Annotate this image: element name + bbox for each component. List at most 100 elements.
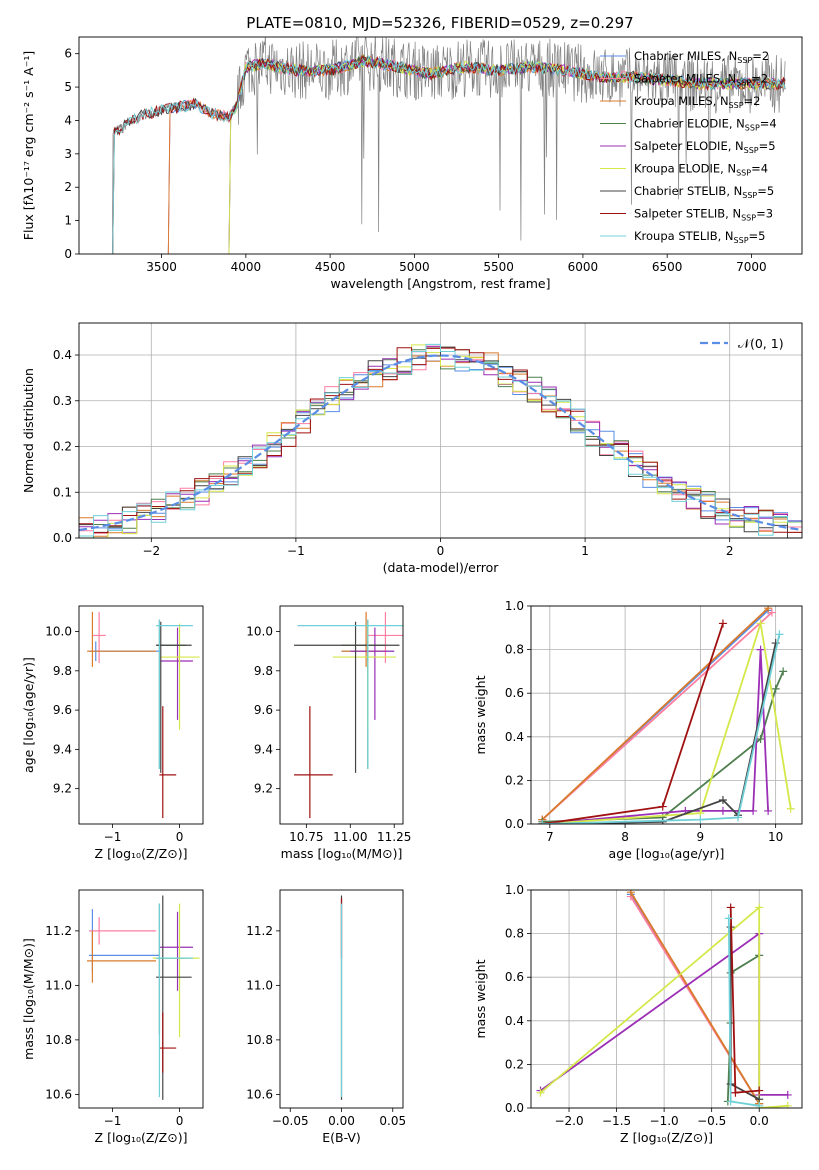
plot-area [536, 890, 792, 1108]
plot-area [294, 611, 403, 819]
y-tick-label: 9.6 [254, 703, 273, 717]
legend-label: Chabrier STELIB, NSSP=5 [634, 184, 774, 200]
errorbar-point-kroupa-miles [87, 611, 157, 667]
x-tick-label: 6000 [568, 260, 599, 274]
x-tick-label: 2 [726, 544, 734, 558]
y-tick-label: 10.0 [246, 625, 273, 639]
weight-line-kroupa-miles [630, 891, 760, 1105]
legend-label: Salpeter ELODIE, NSSP=5 [634, 139, 776, 155]
y-tick-label: 1.0 [505, 883, 524, 897]
x-tick-label: −2 [142, 544, 160, 558]
y-tick-label: 0.4 [505, 730, 524, 744]
y-tick-label: 0.1 [53, 485, 72, 499]
axes-frame [78, 605, 204, 825]
panel-mass-weight-vs-age: 7 8 9 10 0.0 0.2 0.4 0.6 0.8 1.0 age [log₁₀(age/yr… [473, 599, 803, 861]
y-tick-label: 0.6 [505, 970, 524, 984]
y-tick-label: 0.4 [505, 1014, 524, 1028]
weight-marker [724, 914, 733, 923]
weight-marker [755, 1101, 764, 1108]
x-tick-label: 7000 [736, 260, 767, 274]
x-tick-label: 9 [697, 830, 705, 844]
y-tick-label: 9.6 [53, 703, 72, 717]
y-tick-label: 11.0 [45, 978, 72, 992]
weight-line-kroupa-elodie [542, 623, 792, 824]
legend-label: Kroupa ELODIE, NSSP=4 [634, 162, 768, 178]
y-axis-label: mass weight [473, 675, 488, 754]
x-tick-label: 11.25 [377, 830, 411, 844]
x-tick-label: 7 [546, 830, 554, 844]
y-tick-label: 9.2 [53, 782, 72, 796]
weight-marker [786, 804, 795, 813]
weight-line-chabrier-stelib [542, 642, 777, 824]
errorbar-point-kroupa-miles [87, 930, 157, 983]
errorbar-point-salpeter-miles [367, 611, 403, 663]
y-tick-label: 9.4 [254, 742, 273, 756]
x-axis-label: Z [log₁₀(Z/Z⊙)] [95, 1130, 188, 1145]
x-tick-label: −1 [287, 544, 305, 558]
y-tick-label: 1.0 [505, 599, 524, 613]
errorbar-point-chabrier-stelib [294, 621, 400, 773]
y-axis-label: Flux [fλ10⁻¹⁷ erg cm⁻² s⁻¹ A⁻¹] [21, 51, 36, 240]
y-tick-label: 2 [64, 180, 72, 194]
errorbar-point-chabrier-elodie [156, 903, 187, 1035]
weight-marker [756, 645, 765, 654]
legend-label: Salpeter STELIB, NSSP=3 [634, 207, 773, 223]
y-tick-label: 0.8 [505, 643, 524, 657]
y-tick-label: 0.2 [53, 440, 72, 454]
y-axis-label: Normed distribution [21, 368, 36, 493]
y-axis-label: age [log₁₀(age/yr)] [21, 657, 36, 773]
weight-marker [755, 1086, 764, 1095]
panel-residuals: −2 −1 0 1 2 0.0 0.1 0.2 0.3 0.4 (data-model)/error… [21, 322, 803, 575]
errorbar-point-salpeter-stelib [294, 706, 333, 819]
model-spectrum-salpeter-stelib [112, 55, 786, 254]
axes-frame [279, 605, 404, 825]
histogram-kroupa-elodie [79, 344, 802, 538]
x-tick-label: 0 [437, 544, 445, 558]
panel-spectrum: 3500 4000 4500 5000 5500 6000 6500 7000 0 1 2 3 4 5 6 w… [21, 36, 803, 291]
panel-age-vs-z: −1 0 9.2 9.4 9.6 9.8 10.0 Z [log₁₀(Z/Z⊙)] age [l… [21, 605, 204, 861]
weight-line-kroupa-elodie [539, 905, 788, 1108]
y-tick-label: 9.2 [254, 782, 273, 796]
x-tick-label: −1 [104, 1114, 122, 1128]
x-tick-label: 4000 [231, 260, 262, 274]
x-axis-label: (data-model)/error [383, 560, 500, 575]
weight-marker [749, 806, 758, 815]
weight-marker [536, 1088, 545, 1097]
y-tick-label: 10.6 [45, 1087, 72, 1101]
x-axis-label: mass [log₁₀(M/M⊙)] [281, 846, 403, 861]
x-tick-label: 10 [768, 830, 783, 844]
y-tick-label: 6 [64, 47, 72, 61]
y-tick-label: 9.8 [53, 664, 72, 678]
x-tick-label: −0.5 [697, 1114, 726, 1128]
weight-marker [718, 806, 727, 815]
x-tick-label: 4500 [315, 260, 346, 274]
x-tick-label: 1 [581, 544, 589, 558]
weight-marker [764, 606, 773, 613]
errorbar-point-salpeter-stelib [159, 1012, 177, 1073]
panel-mass-weight-vs-z: −2.0 −1.5 −1.0 −0.5 0.0 0.0 0.2 0.4 0.6 0.8 1.0 Z [… [473, 883, 803, 1145]
axes-frame [78, 889, 204, 1109]
errorbar-point-chabrier-stelib [156, 621, 192, 773]
weight-marker [756, 734, 765, 743]
weight-marker [626, 890, 635, 897]
legend-label: Kroupa STELIB, NSSP=5 [634, 229, 765, 245]
x-axis-label: wavelength [Angstrom, rest frame] [330, 276, 550, 291]
legend-label: Salpeter MILES, NSSP=2 [634, 72, 768, 88]
x-tick-label: 0 [176, 1114, 184, 1128]
panel-mass-vs-ebv: −0.05 0.00 0.05 10.6 10.8 11.0 11.2 E(B-V) [246, 889, 406, 1145]
weight-marker [718, 796, 727, 805]
x-tick-label: 0.05 [379, 1114, 406, 1128]
panel-age-vs-mass: 10.75 11.00 11.25 9.2 9.4 9.6 9.8 10.0 mass [log… [246, 605, 411, 861]
errorbar-point-salpeter-elodie [159, 911, 193, 991]
x-tick-label: −2.0 [554, 1114, 583, 1128]
y-tick-label: 5 [64, 80, 72, 94]
plot-area [538, 606, 795, 824]
y-tick-label: 11.2 [45, 924, 72, 938]
y-axis-label: mass [log₁₀(M/M⊙)] [21, 938, 36, 1060]
y-tick-label: 9.4 [53, 742, 72, 756]
errorbar-point-chabrier-elodie [341, 619, 386, 770]
weight-marker [775, 630, 784, 639]
y-tick-label: 11.0 [246, 978, 273, 992]
figure-title: PLATE=0810, MJD=52326, FIBERID=0529, z=0… [246, 14, 633, 32]
model-spectrum-kroupa-stelib [112, 54, 786, 254]
